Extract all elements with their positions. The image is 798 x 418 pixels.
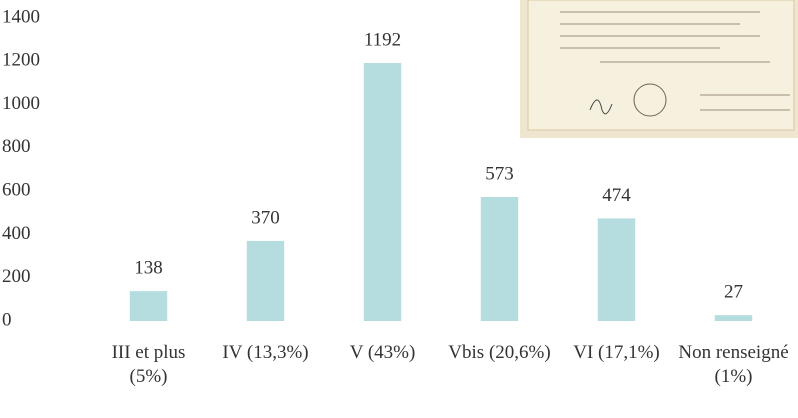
- bar: [481, 197, 518, 321]
- y-tick-label: 1000: [2, 93, 40, 114]
- y-tick-label: 1400: [2, 6, 40, 27]
- x-tick-label: VI (17,1%): [561, 341, 673, 365]
- bar: [364, 63, 401, 321]
- diploma-image: [520, 0, 798, 138]
- y-tick-label: 1200: [2, 50, 40, 71]
- value-label: 138: [134, 257, 163, 278]
- value-label: 573: [485, 163, 514, 184]
- value-label: 474: [602, 185, 631, 206]
- bar: [130, 291, 167, 321]
- y-tick-label: 800: [2, 136, 31, 157]
- value-label: 370: [251, 207, 280, 228]
- bar: [598, 218, 635, 321]
- y-tick-label: 0: [2, 309, 12, 330]
- bar: [247, 241, 284, 321]
- y-tick-label: 400: [2, 223, 31, 244]
- x-tick-label: Vbis (20,6%): [444, 341, 556, 365]
- bar: [715, 315, 752, 321]
- x-tick-label: III et plus (5%): [93, 341, 205, 389]
- value-label: 27: [724, 282, 743, 303]
- x-tick-label: V (43%): [327, 341, 439, 365]
- x-tick-label: Non renseigné (1%): [678, 341, 790, 389]
- y-tick-label: 200: [2, 266, 31, 287]
- y-tick-label: 600: [2, 180, 31, 201]
- x-tick-label: IV (13,3%): [210, 341, 322, 365]
- value-label: 1192: [364, 29, 401, 50]
- page: 0 200 400 600 800 1000 1200 1400 138 370 1192 573 47…: [0, 0, 798, 418]
